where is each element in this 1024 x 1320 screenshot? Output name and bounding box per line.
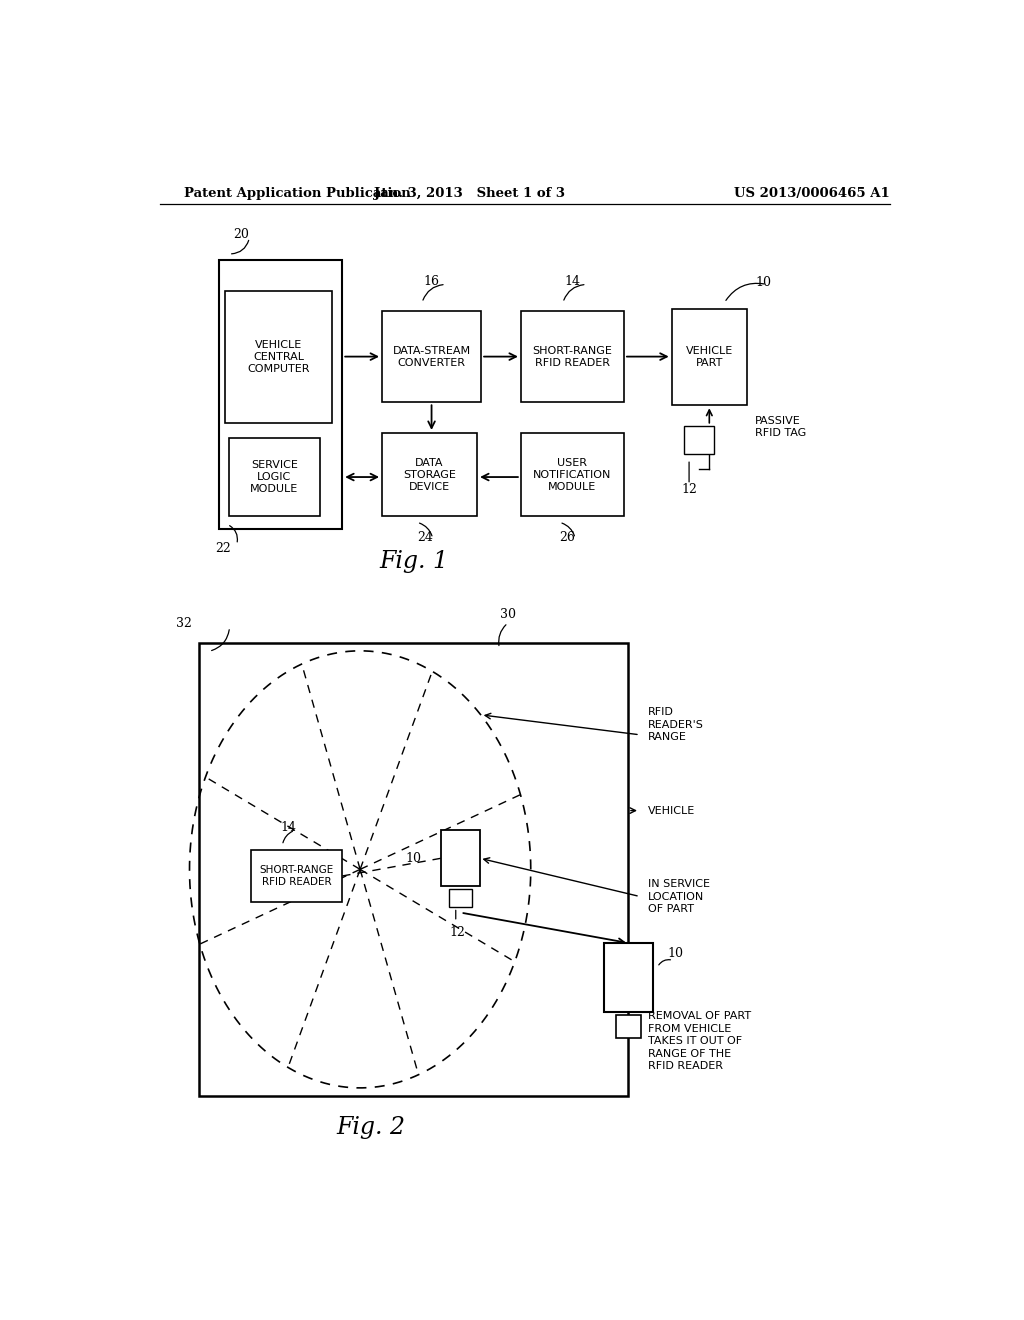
Text: RFID
READER'S
RANGE: RFID READER'S RANGE: [648, 708, 703, 742]
Text: 10: 10: [668, 946, 684, 960]
Bar: [672, 309, 748, 405]
Text: 24: 24: [417, 531, 433, 544]
Bar: [225, 290, 332, 422]
Bar: [441, 830, 479, 886]
Bar: [616, 1015, 641, 1038]
Bar: [521, 433, 624, 516]
Text: 22: 22: [215, 541, 231, 554]
Text: REMOVAL OF PART
FROM VEHICLE
TAKES IT OUT OF
RANGE OF THE
RFID READER: REMOVAL OF PART FROM VEHICLE TAKES IT OU…: [648, 1011, 751, 1071]
Bar: [604, 942, 653, 1012]
Text: 10: 10: [406, 851, 422, 865]
Bar: [251, 850, 342, 903]
Bar: [382, 433, 477, 516]
Text: SHORT-RANGE
RFID READER: SHORT-RANGE RFID READER: [532, 346, 612, 367]
Text: VEHICLE
CENTRAL
COMPUTER: VEHICLE CENTRAL COMPUTER: [247, 339, 309, 374]
Text: DATA-STREAM
CONVERTER: DATA-STREAM CONVERTER: [392, 346, 471, 367]
Text: Fig. 1: Fig. 1: [379, 549, 449, 573]
Bar: [382, 312, 481, 403]
Text: SERVICE
LOGIC
MODULE: SERVICE LOGIC MODULE: [250, 461, 299, 494]
Text: VEHICLE
PART: VEHICLE PART: [686, 346, 733, 368]
Bar: [450, 890, 472, 907]
Text: PASSIVE
RFID TAG: PASSIVE RFID TAG: [755, 416, 806, 438]
Text: 20: 20: [233, 227, 250, 240]
Text: VEHICLE: VEHICLE: [648, 805, 695, 816]
Text: 16: 16: [424, 276, 439, 289]
Text: 14: 14: [281, 821, 297, 834]
Text: 32: 32: [175, 616, 191, 630]
Text: Patent Application Publication: Patent Application Publication: [183, 187, 411, 201]
Text: USER
NOTIFICATION
MODULE: USER NOTIFICATION MODULE: [534, 458, 611, 491]
Text: 12: 12: [681, 483, 697, 496]
Bar: [684, 426, 714, 454]
Text: 26: 26: [559, 531, 575, 544]
Bar: [228, 438, 321, 516]
Bar: [521, 312, 624, 403]
Text: 12: 12: [450, 925, 465, 939]
Text: 14: 14: [564, 276, 581, 289]
Text: Fig. 2: Fig. 2: [336, 1115, 406, 1139]
Text: IN SERVICE
LOCATION
OF PART: IN SERVICE LOCATION OF PART: [648, 879, 710, 913]
Text: Jan. 3, 2013   Sheet 1 of 3: Jan. 3, 2013 Sheet 1 of 3: [374, 187, 565, 201]
Bar: [219, 260, 342, 529]
Text: US 2013/0006465 A1: US 2013/0006465 A1: [734, 187, 890, 201]
Text: 30: 30: [500, 607, 516, 620]
Text: DATA
STORAGE
DEVICE: DATA STORAGE DEVICE: [403, 458, 456, 491]
Bar: [200, 643, 628, 1096]
Text: SHORT-RANGE
RFID READER: SHORT-RANGE RFID READER: [259, 865, 334, 887]
Text: 10: 10: [755, 276, 771, 289]
